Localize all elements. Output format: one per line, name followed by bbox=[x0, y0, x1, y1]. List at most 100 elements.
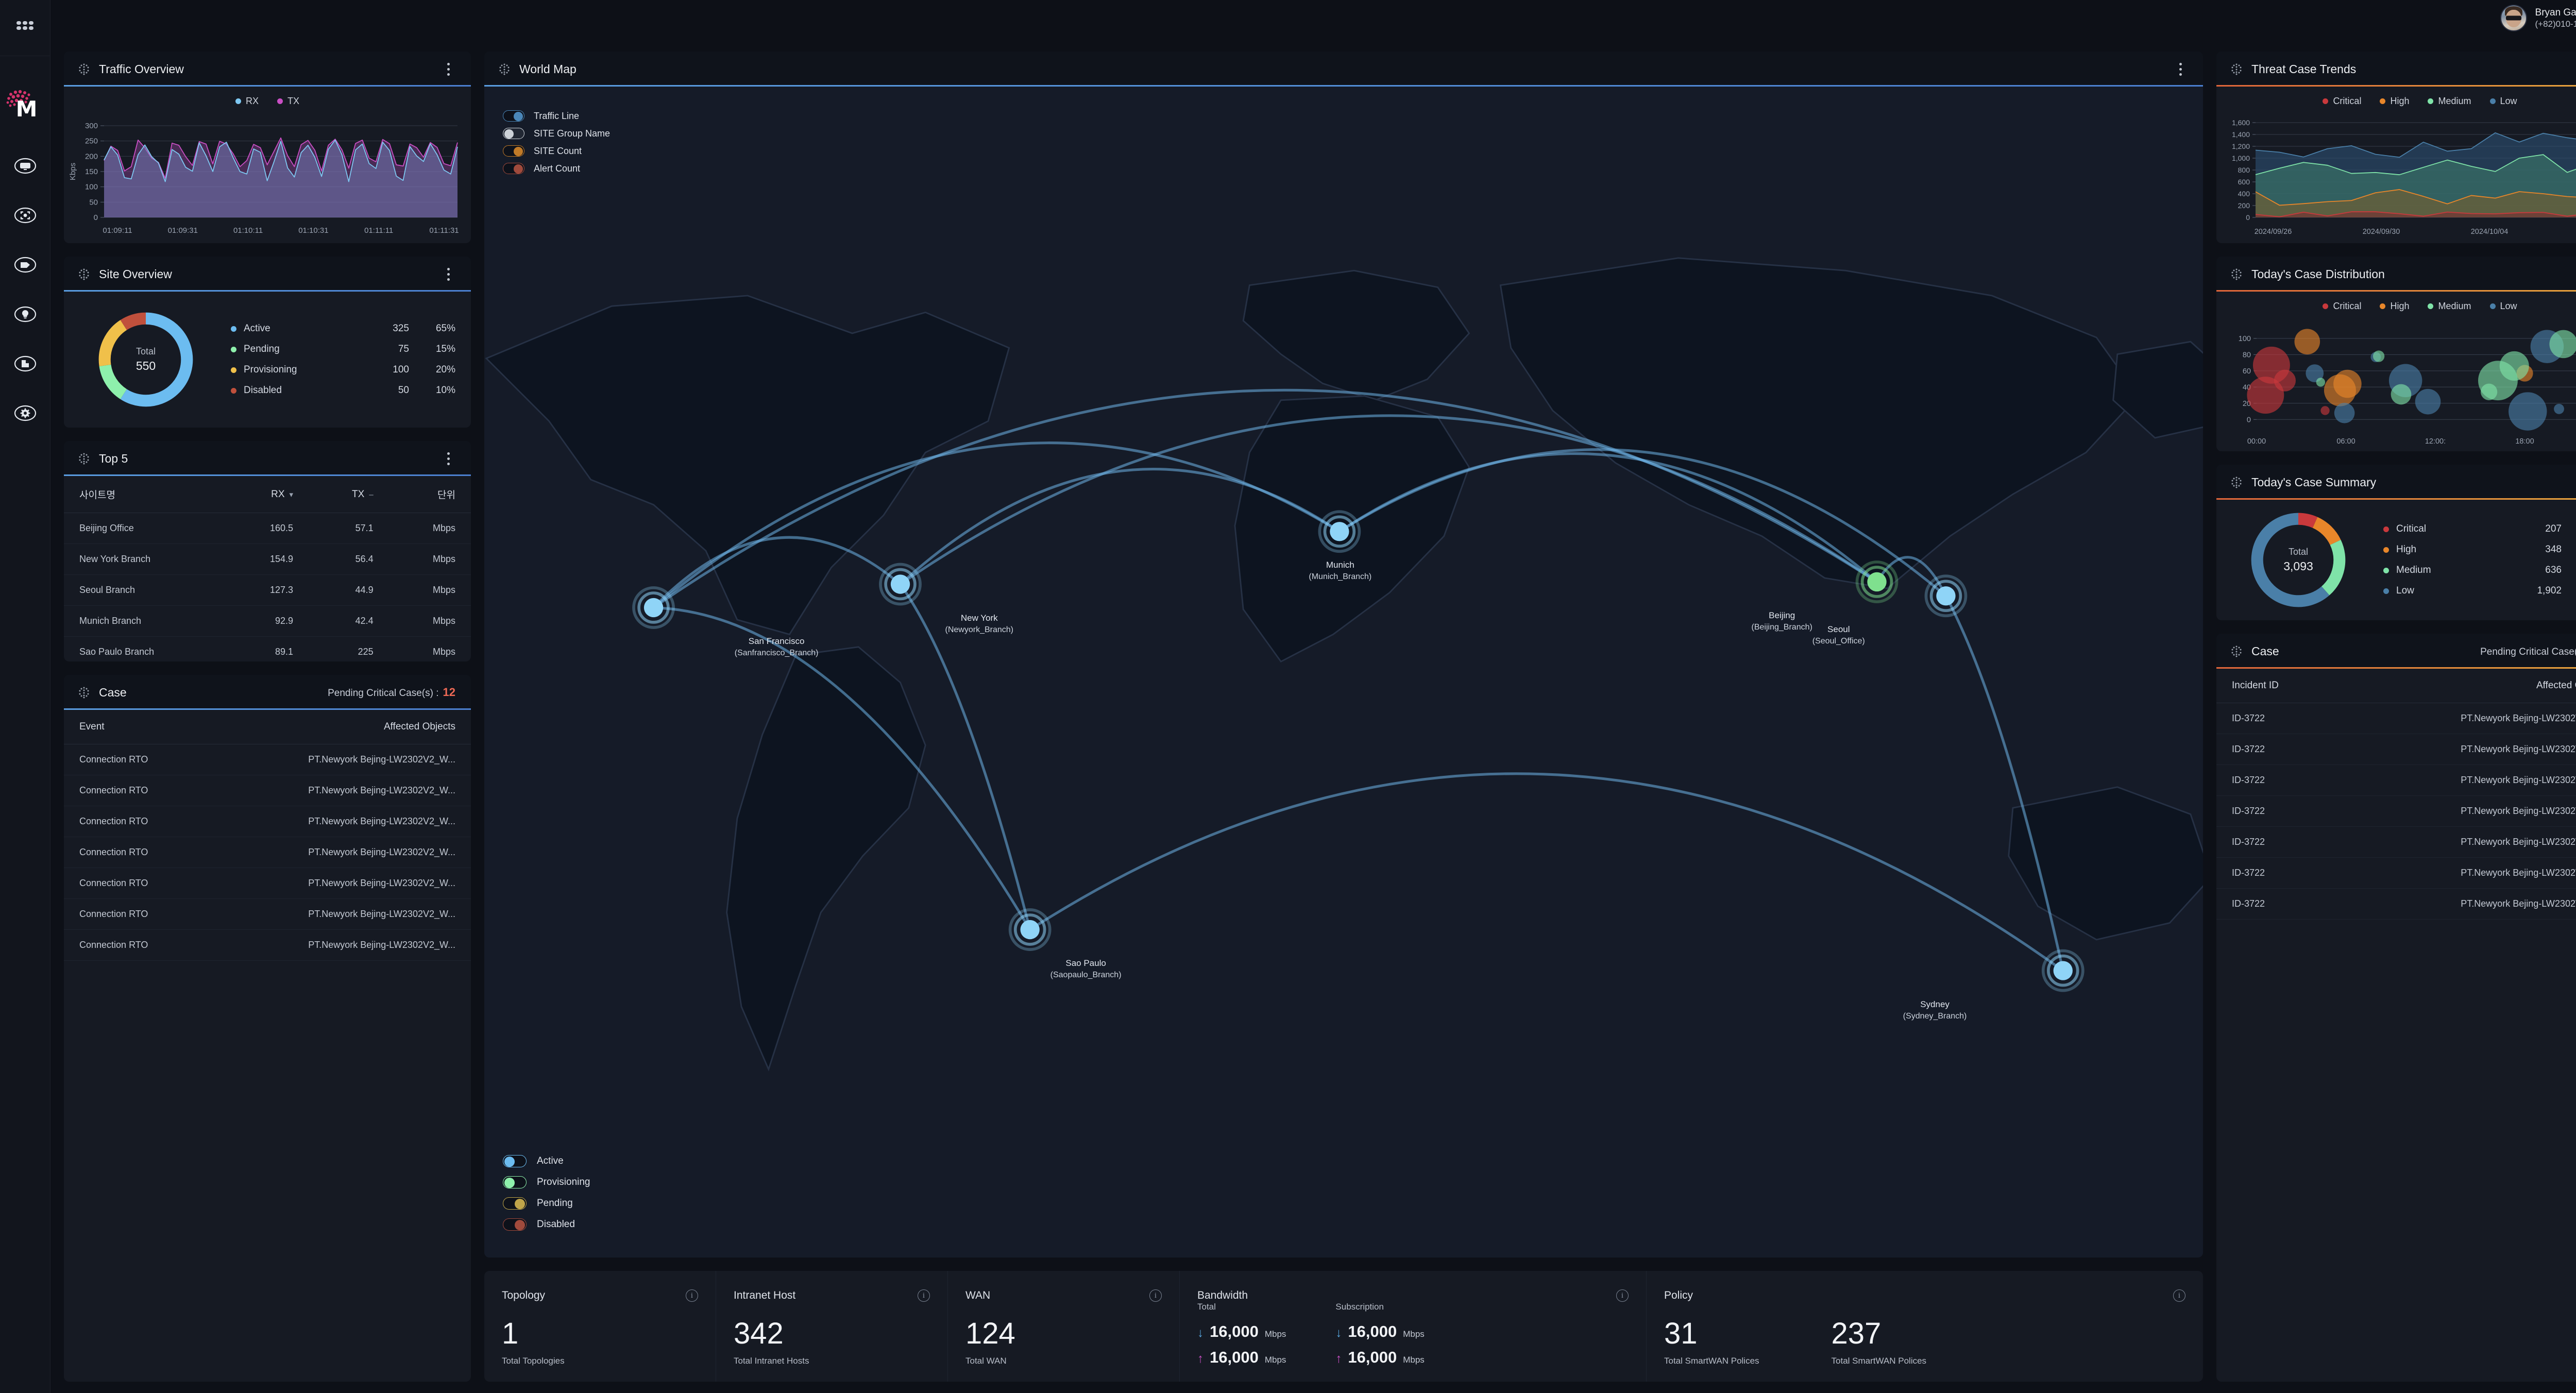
svg-text:01:10:31: 01:10:31 bbox=[298, 226, 328, 235]
toggle-site-count[interactable]: SITE Count bbox=[503, 142, 610, 160]
card-title: Top 5 bbox=[99, 451, 128, 465]
brand-logo[interactable]: M bbox=[6, 88, 44, 125]
map-status-legend: Active Provisioning Pending Disabled bbox=[503, 1150, 590, 1235]
stat-bandwidth: Bandwidth i Total ↓ 16,000 Mbps ↑ 16,000… bbox=[1180, 1271, 1647, 1382]
table-row[interactable]: Beijing Office 160.5 57.1 Mbps bbox=[64, 513, 471, 544]
legend-item[interactable]: TX bbox=[277, 96, 299, 107]
toggle-active[interactable]: Active bbox=[503, 1150, 590, 1171]
info-icon[interactable]: i bbox=[918, 1289, 930, 1302]
legend-row[interactable]: Provisioning 100 20% bbox=[231, 360, 455, 380]
legend-row[interactable]: Low 1,90245% bbox=[2383, 581, 2576, 601]
toggle-alert-count[interactable]: Alert Count bbox=[503, 160, 610, 177]
toggle-switch[interactable] bbox=[503, 1197, 527, 1210]
legend-label: Provisioning bbox=[244, 364, 297, 375]
toggle-pending[interactable]: Pending bbox=[503, 1193, 590, 1214]
legend-item[interactable]: Low bbox=[2489, 96, 2517, 107]
info-icon[interactable]: i bbox=[1149, 1289, 1162, 1302]
legend-row[interactable]: Disabled 50 10% bbox=[231, 380, 455, 401]
toggle-switch[interactable] bbox=[503, 1154, 527, 1167]
cell-rx: 127.3 bbox=[226, 574, 309, 606]
legend-item[interactable]: High bbox=[2380, 301, 2409, 312]
more-options-icon[interactable] bbox=[441, 267, 455, 281]
table-row[interactable]: Connection RTO PT.Newyork Bejing-LW2302V2… bbox=[64, 837, 471, 868]
legend-label: Medium bbox=[2396, 565, 2431, 575]
legend-item[interactable]: RX bbox=[235, 96, 259, 107]
user-profile[interactable]: Bryan Ga (+82)010-1928-3746 bbox=[2497, 2, 2576, 35]
pending-critical-count: Pending Critical Case(s) :12 bbox=[328, 686, 455, 699]
table-row[interactable]: Connection RTO PT.Newyork Bejing-LW2302V2… bbox=[64, 806, 471, 837]
table-row[interactable]: Connection RTO PT.Newyork Bejing-LW2302V2… bbox=[64, 929, 471, 961]
table-row[interactable]: Connection RTO PT.Newyork Bejing-LW2302V2… bbox=[64, 868, 471, 899]
legend-row[interactable]: High 34815% bbox=[2383, 539, 2576, 560]
info-icon[interactable]: i bbox=[1616, 1289, 1629, 1302]
toggle-switch[interactable] bbox=[503, 1218, 527, 1231]
toggle-site-group-name[interactable]: SITE Group Name bbox=[503, 125, 610, 142]
card-title: Case bbox=[99, 685, 127, 699]
policy-label: Total SmartWAN Polices bbox=[1831, 1356, 1927, 1366]
legend-label: Medium bbox=[2438, 96, 2471, 106]
toggle-switch[interactable] bbox=[503, 110, 524, 122]
legend-item[interactable]: Medium bbox=[2428, 301, 2471, 312]
svg-text:300: 300 bbox=[85, 122, 98, 130]
info-icon[interactable]: i bbox=[2173, 1289, 2185, 1302]
legend-label: RX bbox=[245, 96, 259, 106]
cell-event: Connection RTO bbox=[64, 806, 210, 837]
more-options-icon[interactable] bbox=[2173, 62, 2188, 76]
legend-item[interactable]: Medium bbox=[2428, 96, 2471, 107]
legend-color-dot bbox=[2489, 98, 2496, 104]
card-title: Site Overview bbox=[99, 267, 172, 281]
table-row[interactable]: Connection RTO PT.Newyork Bejing-LW2302V2… bbox=[64, 744, 471, 775]
arrow-up-icon: ↑ bbox=[1197, 1352, 1204, 1366]
table-row[interactable]: Seoul Branch 127.3 44.9 Mbps bbox=[64, 574, 471, 606]
info-icon[interactable]: i bbox=[686, 1289, 698, 1302]
col-rx[interactable]: RX ▾ bbox=[271, 488, 294, 500]
toggle-switch[interactable] bbox=[503, 145, 524, 157]
toggle-provisioning[interactable]: Provisioning bbox=[503, 1171, 590, 1193]
sidebar-item-settings[interactable] bbox=[10, 398, 40, 428]
table-row[interactable]: Munich Branch 92.9 42.4 Mbps bbox=[64, 605, 471, 637]
legend-item[interactable]: Critical bbox=[2323, 96, 2361, 107]
toggle-traffic-line[interactable]: Traffic Line bbox=[503, 107, 610, 125]
legend-row[interactable]: Active 325 65% bbox=[231, 318, 455, 339]
card-title: Traffic Overview bbox=[99, 62, 184, 76]
legend-color-dot bbox=[2383, 547, 2389, 553]
legend-label: TX bbox=[287, 96, 300, 106]
col-tx[interactable]: TX – bbox=[352, 488, 374, 500]
toggle-switch[interactable] bbox=[503, 1176, 527, 1188]
legend-item[interactable]: High bbox=[2380, 96, 2409, 107]
sidebar-item-scan[interactable] bbox=[10, 200, 40, 230]
table-row[interactable]: Connection RTO PT.Newyork Bejing-LW2302V2… bbox=[64, 898, 471, 930]
more-options-icon[interactable] bbox=[441, 451, 455, 466]
donut-total-label: Total bbox=[2288, 547, 2309, 557]
toggle-switch[interactable] bbox=[503, 163, 524, 174]
sidebar-item-insights[interactable] bbox=[10, 299, 40, 329]
traffic-overview-card: Traffic Overview RX TX 0 50 100 150 200 250 300… bbox=[64, 52, 471, 243]
more-options-icon[interactable] bbox=[441, 62, 455, 76]
table-row[interactable]: Connection RTO PT.Newyork Bejing-LW2302V2… bbox=[64, 775, 471, 806]
grid-apps-icon[interactable] bbox=[12, 14, 39, 41]
table-row[interactable]: Sao Paulo Branch 89.1 225 Mbps bbox=[64, 636, 471, 661]
svg-text:60: 60 bbox=[2243, 367, 2251, 376]
legend-item[interactable]: Critical bbox=[2323, 301, 2361, 312]
legend-row[interactable]: Critical 20710% bbox=[2383, 519, 2576, 539]
sidebar-item-shield[interactable] bbox=[10, 250, 40, 280]
toggle-switch[interactable] bbox=[503, 128, 524, 139]
legend-color-dot bbox=[231, 367, 236, 373]
cell-incident-id: ID-3722 bbox=[2216, 795, 2340, 827]
toggle-disabled[interactable]: Disabled bbox=[503, 1214, 590, 1235]
legend-row[interactable]: Pending 75 15% bbox=[231, 339, 455, 360]
donut-total-label: Total bbox=[135, 346, 156, 356]
table-row[interactable]: New York Branch 154.9 56.4 Mbps bbox=[64, 543, 471, 575]
world-map[interactable]: San Francisco (Sanfrancisco_Branch) New Y… bbox=[484, 87, 2203, 1258]
legend-row[interactable]: Medium 63630% bbox=[2383, 560, 2576, 581]
sidebar-item-monitor[interactable] bbox=[10, 151, 40, 181]
legend-item[interactable]: Low bbox=[2489, 301, 2517, 312]
sidebar-item-reports[interactable] bbox=[10, 349, 40, 379]
